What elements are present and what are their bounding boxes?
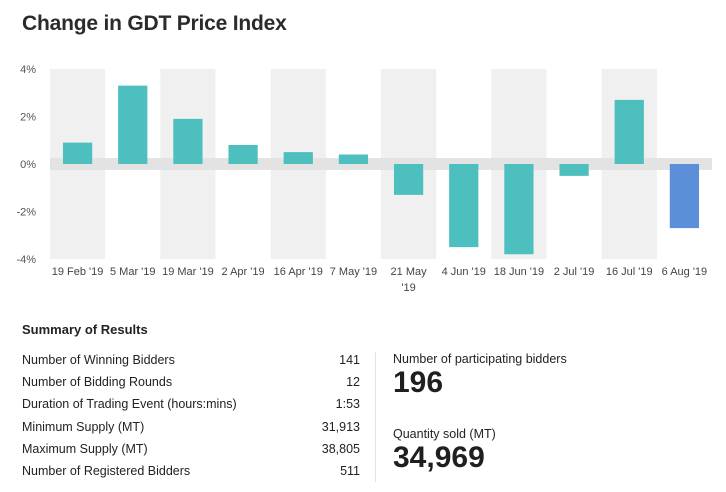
stat-label: Number of Winning Bidders (22, 353, 175, 368)
y-tick-label: -4% (16, 254, 36, 266)
bar (228, 145, 258, 164)
x-tick-label: 2 Apr '19 (222, 266, 265, 278)
bar (283, 152, 313, 164)
stat-value: 511 (340, 464, 360, 479)
stat-label: Number of Registered Bidders (22, 464, 191, 479)
bar (449, 164, 479, 248)
participating-bidders-value: 196 (393, 366, 444, 399)
y-tick-label: -2% (16, 207, 36, 219)
stat-row-registered-bidders: Number of Registered Bidders 511 (22, 460, 360, 482)
bar (62, 142, 93, 164)
bar (669, 164, 700, 229)
stat-label: Duration of Trading Event (hours:mins) (22, 397, 237, 412)
stat-label: Maximum Supply (MT) (22, 441, 148, 456)
x-tick-label: 7 May '19 (330, 266, 377, 278)
stat-row-minimum-supply: Minimum Supply (MT) 31,913 (22, 416, 360, 438)
stat-label: Number of Bidding Rounds (22, 375, 173, 390)
chart-title: Change in GDT Price Index (22, 12, 287, 35)
x-tick-label: 21 May '19 (391, 266, 428, 294)
bar (559, 164, 589, 176)
quantity-sold-value: 34,969 (393, 441, 485, 474)
participating-bidders-label: Number of participating bidders (393, 352, 567, 366)
x-tick-label: 6 Aug '19 (662, 266, 708, 278)
bar (338, 154, 369, 164)
summary-divider (375, 352, 376, 482)
x-tick-label: 19 Feb '19 (52, 266, 104, 278)
bar (173, 118, 203, 164)
bar (504, 164, 534, 255)
x-tick-label: 4 Jun '19 (442, 266, 486, 278)
x-tick-label: 18 Jun '19 (494, 266, 544, 278)
stat-value: 12 (346, 375, 360, 390)
bar (393, 164, 424, 195)
x-tick-label: 16 Jul '19 (606, 266, 653, 278)
stat-label: Minimum Supply (MT) (22, 419, 145, 434)
quantity-sold-label: Quantity sold (MT) (393, 427, 496, 441)
y-tick-label: 0% (20, 159, 36, 171)
stat-row-duration: Duration of Trading Event (hours:mins) 1… (22, 393, 360, 415)
stat-value: 141 (339, 353, 360, 368)
x-tick-label: 19 Mar '19 (162, 266, 214, 278)
zero-line-band (50, 158, 712, 170)
gdt-bar-chart: 4% 2% 0% -2% -4% 19 Feb '19 5 Mar '19 19 Mar '1… (16, 64, 712, 294)
stat-row-winning-bidders: Number of Winning Bidders 141 (22, 349, 360, 371)
summary-title: Summary of Results (22, 322, 148, 337)
summary-stats-table: Number of Winning Bidders 141 Number of … (22, 349, 360, 482)
bar (614, 99, 644, 164)
stat-value: 31,913 (321, 419, 360, 434)
bar (118, 85, 148, 164)
stat-row-bidding-rounds: Number of Bidding Rounds 12 (22, 371, 360, 393)
x-tick-label: 2 Jul '19 (554, 266, 595, 278)
y-tick-label: 2% (20, 112, 36, 124)
stat-value: 1:53 (335, 397, 360, 412)
x-tick-label: 5 Mar '19 (110, 266, 156, 278)
y-tick-label: 4% (20, 64, 36, 76)
x-tick-label: 16 Apr '19 (274, 266, 323, 278)
stat-value: 38,805 (321, 441, 360, 456)
stat-row-maximum-supply: Maximum Supply (MT) 38,805 (22, 438, 360, 460)
